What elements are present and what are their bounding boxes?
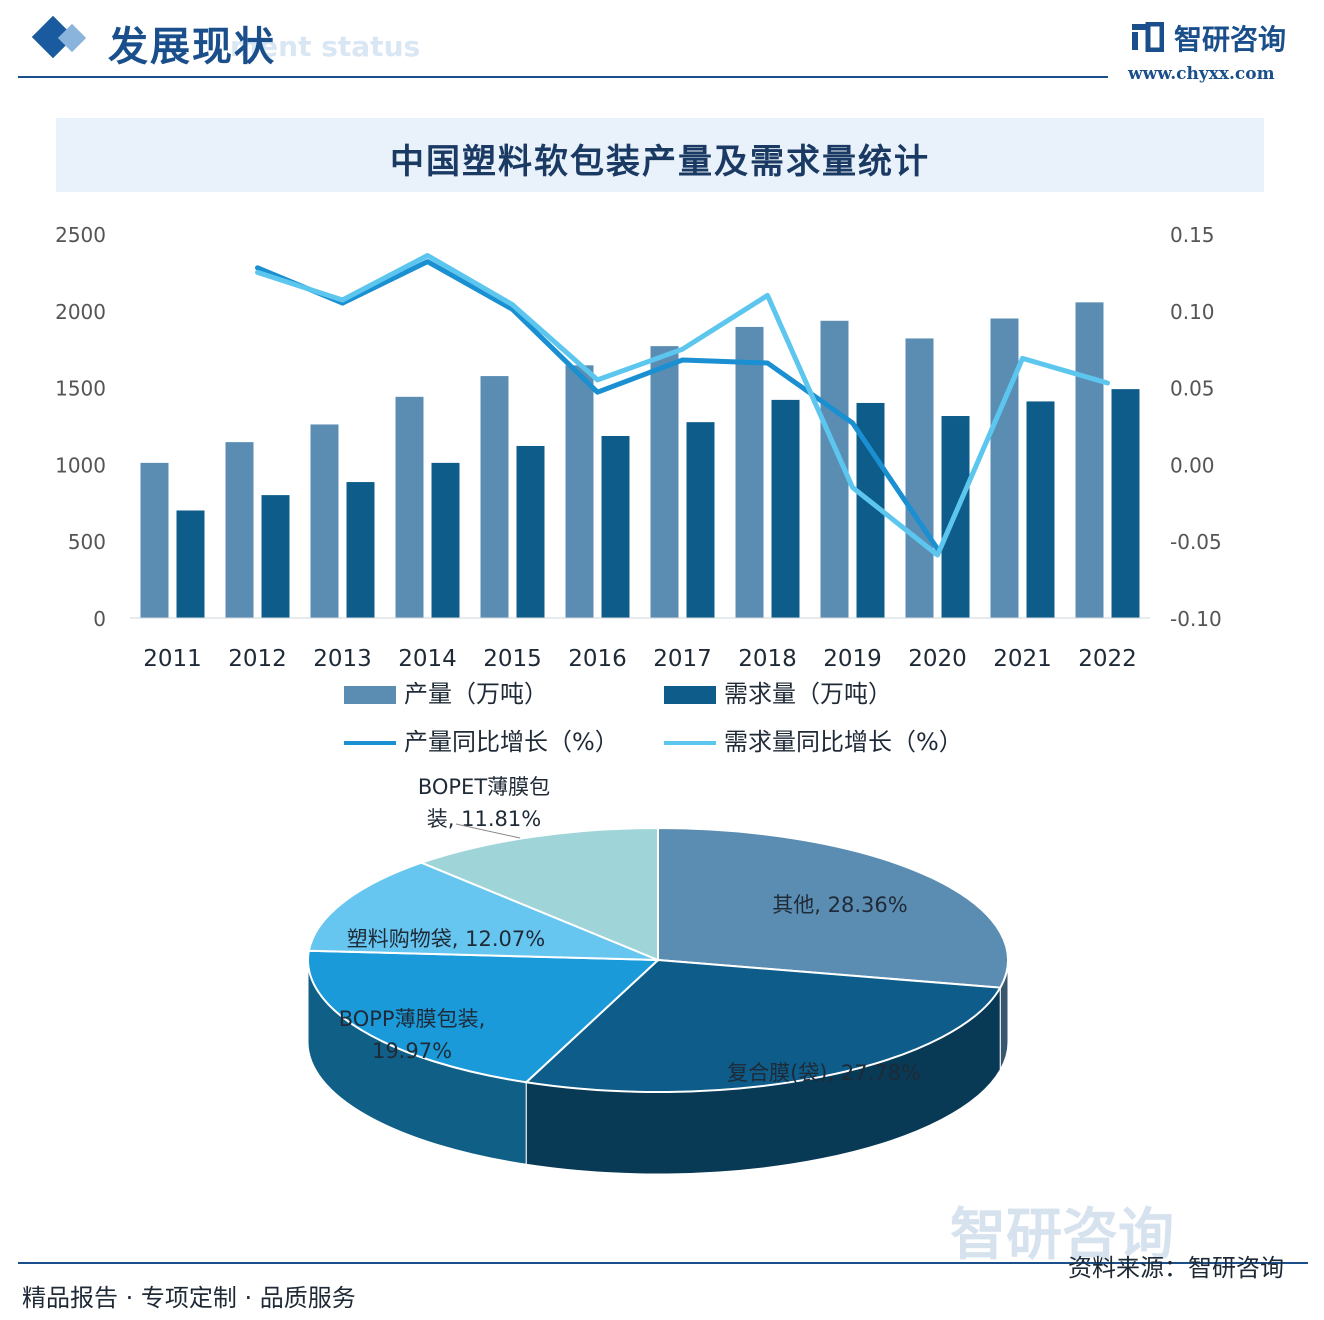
x-tick-label: 2022 <box>1078 646 1137 672</box>
bar-production <box>395 396 424 618</box>
pie-slice <box>307 949 661 1084</box>
brand-url: www.chyxx.com <box>1128 64 1275 84</box>
legend-label-demand-growth: 需求量同比增长（%） <box>724 728 963 756</box>
x-tick-label: 2012 <box>228 646 287 672</box>
x-tick-label: 2011 <box>143 646 202 672</box>
legend-label-demand: 需求量（万吨） <box>724 680 892 708</box>
line-production-growth <box>255 259 940 552</box>
y-right-tick-label: -0.05 <box>1170 530 1222 554</box>
pie-data-label: BOPET薄膜包 <box>418 775 550 799</box>
chart-title: 中国塑料软包装产量及需求量统计 <box>390 142 930 182</box>
y-right-tick-label: 0.05 <box>1170 377 1215 401</box>
pie-data-label: 19.97% <box>372 1039 452 1063</box>
legend-swatch-production-growth <box>344 741 396 745</box>
watermark-logo: 智研咨询 <box>950 1203 1174 1268</box>
y-left-tick-label: 2500 <box>55 223 106 247</box>
bar-production <box>310 424 339 618</box>
legend-swatch-production <box>344 686 396 704</box>
x-tick-label: 2019 <box>823 646 882 672</box>
legend-production-bar: 产量（万吨） <box>344 674 548 709</box>
combo-chart: 0 500 1000 1500 2000 2500 -0.10 -0.05 0.00 0.05 0.… <box>55 223 1222 672</box>
legend-label-production-growth: 产量同比增长（%） <box>404 728 619 756</box>
legend-swatch-demand <box>664 686 716 704</box>
x-tick-label: 2018 <box>738 646 797 672</box>
bar-production <box>140 462 169 618</box>
x-tick-label: 2021 <box>993 646 1052 672</box>
section-subtitle: ment status <box>230 30 421 63</box>
bar-production <box>735 326 764 618</box>
brand-logo-icon <box>1132 22 1164 52</box>
pie-leader-line <box>455 823 521 839</box>
bar-demand <box>686 422 715 618</box>
bar-demand <box>261 495 290 618</box>
pie-slice <box>307 861 659 961</box>
source-note: 资料来源：智研咨询 <box>1068 1254 1284 1282</box>
y-right-tick-label: 0.15 <box>1170 223 1215 247</box>
bar-demand <box>601 435 630 618</box>
bar-demand <box>1026 401 1055 618</box>
x-tick-label: 2016 <box>568 646 627 672</box>
y-right-tick-label: 0.10 <box>1170 300 1215 324</box>
brand-name: 智研咨询 <box>1174 23 1287 56</box>
y-right-tick-label: -0.10 <box>1170 607 1222 631</box>
x-tick-label: 2020 <box>908 646 967 672</box>
bar-demand <box>1111 389 1140 618</box>
y-right-tick-label: 0.00 <box>1170 453 1215 477</box>
footer-tagline: 精品报告 · 专项定制 · 品质服务 <box>22 1284 356 1312</box>
y-left-tick-label: 0 <box>93 607 106 631</box>
legend-production-growth-line: 产量同比增长（%） <box>344 722 619 757</box>
legend-label-production: 产量（万吨） <box>404 680 548 708</box>
chart-title-band <box>56 118 1264 192</box>
y-left-tick-label: 1000 <box>55 453 106 477</box>
y-left-tick-label: 500 <box>68 530 106 554</box>
bar-production <box>225 442 254 618</box>
bar-demand <box>431 462 460 618</box>
bar-demand <box>346 482 375 618</box>
footer-divider <box>18 1262 1308 1264</box>
bar-production <box>650 346 679 618</box>
x-tick-label: 2015 <box>483 646 542 672</box>
bar-production <box>1075 302 1104 618</box>
bar-production <box>990 318 1019 618</box>
bar-demand <box>176 510 205 618</box>
header-divider <box>18 76 1108 78</box>
page-header: ment status 发展现状 智研咨询 www.chyxx.com <box>0 0 1324 90</box>
bar-demand <box>516 445 545 618</box>
x-tick-label: 2014 <box>398 646 457 672</box>
bar-production <box>905 338 934 618</box>
pie-data-label: BOPP薄膜包装, <box>339 1007 486 1031</box>
legend-swatch-demand-growth <box>664 741 716 745</box>
pie-data-label: 复合膜(袋), 27.78% <box>727 1061 921 1085</box>
legend-demand-bar: 需求量（万吨） <box>664 674 892 709</box>
pie-chart: 其他, 28.36% 复合膜(袋), 27.78% BOPP薄膜包装, 19.97% 塑… <box>307 775 1009 1175</box>
x-tick-label: 2013 <box>313 646 372 672</box>
bar-production <box>565 365 594 618</box>
pie-data-label: 塑料购物袋, 12.07% <box>347 927 545 951</box>
pie-slice <box>657 826 1009 989</box>
bar-production <box>480 376 509 618</box>
y-left-tick-label: 1500 <box>55 377 106 401</box>
pie-data-label: 装, 11.81% <box>427 807 541 831</box>
x-tick-label: 2017 <box>653 646 712 672</box>
line-demand-growth <box>255 253 1110 558</box>
pie-slice <box>523 958 1002 1093</box>
pie-data-label: 其他, 28.36% <box>772 893 907 917</box>
section-title: 发展现状 <box>108 24 276 70</box>
y-left-tick-label: 2000 <box>55 300 106 324</box>
legend-demand-growth-line: 需求量同比增长（%） <box>664 722 963 757</box>
bar-demand <box>771 399 800 618</box>
pie-slice <box>418 826 659 962</box>
